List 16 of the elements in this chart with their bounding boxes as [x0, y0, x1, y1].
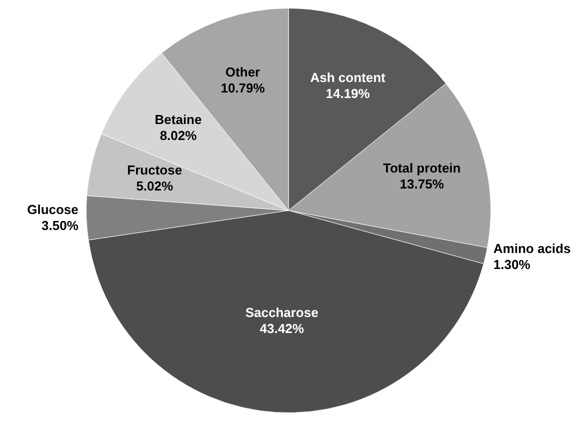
slice-label: Amino acids — [493, 241, 571, 256]
data-label: 8.02% — [160, 128, 198, 143]
slice-label: Ash content — [310, 70, 386, 85]
slice-label: Fructose — [127, 162, 182, 178]
slice-label: Other — [225, 64, 260, 80]
slice-label: Saccharose — [245, 305, 318, 320]
data-label: 13.75% — [400, 176, 444, 192]
data-label: 10.79% — [220, 80, 266, 96]
data-label: 14.19% — [326, 86, 370, 101]
data-label: 3.50% — [42, 218, 79, 233]
data-label: 1.30% — [493, 257, 531, 272]
slice-label: Betaine — [154, 112, 202, 127]
slice-label: Glucose — [27, 202, 78, 217]
data-label: 5.02% — [136, 178, 174, 194]
data-label: 43.42% — [260, 321, 304, 336]
slice-label: Total protein — [382, 160, 461, 176]
